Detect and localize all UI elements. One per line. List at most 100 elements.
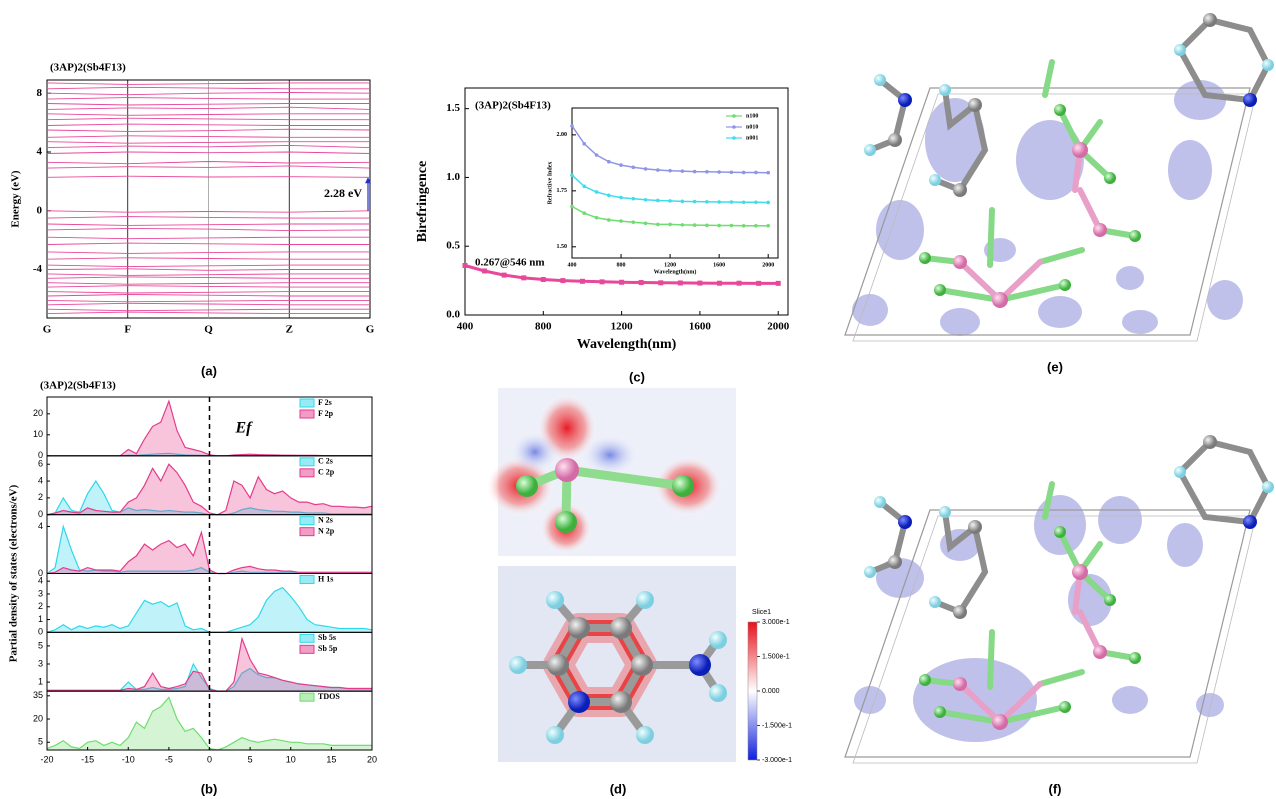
y-tick-label: 3 [38, 588, 43, 598]
isosurface-e [852, 80, 1243, 336]
legend-label: C 2p [318, 468, 335, 477]
x-tick-label: Z [286, 324, 293, 336]
y-axis-label: Energy (eV) [10, 170, 22, 227]
colorbar-tick-label: 0.000 [762, 688, 780, 695]
x-tick-label: -20 [40, 754, 53, 764]
x-tick-label: -5 [165, 754, 173, 764]
y-tick-label: 20 [33, 408, 43, 418]
legend-swatch [300, 469, 314, 477]
x-tick-label: 5 [248, 754, 253, 764]
legend-label: F 2p [318, 409, 334, 418]
y-tick-label: 1.50 [557, 244, 568, 250]
y-tick-label: 1.5 [446, 102, 460, 114]
x-tick-label: 800 [535, 321, 552, 333]
x-axis-label: Wavelength(nm) [577, 337, 677, 352]
x-tick-label: 0 [207, 754, 212, 764]
y-tick-label: 5 [38, 737, 43, 747]
panel-label: (a) [201, 363, 217, 378]
density-slice-bottom [498, 566, 736, 762]
panel-label: (f) [1049, 781, 1062, 796]
legend-label: N 2s [318, 515, 333, 524]
x-tick-label: 800 [617, 262, 626, 268]
colorbar-tick-label: -3.000e-1 [762, 757, 792, 764]
legend-label: Sb 5p [318, 644, 338, 653]
x-tick-label: 15 [326, 754, 336, 764]
legend-label: H 1s [318, 574, 333, 583]
x-tick-label: -10 [122, 754, 135, 764]
y-tick-label: 1 [38, 676, 43, 686]
y-tick-label: 2 [38, 601, 43, 611]
x-tick-label: G [43, 324, 52, 336]
legend-label: F 2s [318, 398, 332, 407]
x-axis-label: Wavelength(nm) [654, 268, 697, 275]
y-tick-label: 2 [38, 492, 43, 502]
y-tick-label: 4 [38, 576, 43, 586]
colorbar-title: Slice1 [752, 609, 771, 616]
x-tick-label: 20 [367, 754, 377, 764]
density-slice-top [486, 388, 736, 556]
y-tick-label: 5 [38, 640, 43, 650]
x-tick-label: 2000 [762, 262, 774, 268]
x-tick-label: 1600 [689, 321, 712, 333]
y-tick-label: 4 [38, 521, 43, 531]
legend-swatch [300, 458, 314, 466]
y-tick-label: 3 [38, 658, 43, 668]
y-axis-label: Birefringence [415, 161, 430, 242]
y-tick-label: 1.75 [557, 188, 568, 194]
fermi-annotation: Ef [235, 420, 254, 437]
gap-label: 2.28 eV [324, 186, 362, 200]
legend-swatch [300, 645, 314, 653]
x-tick-label: 1600 [713, 262, 725, 268]
y-tick-label: 20 [33, 713, 43, 723]
colorbar-tick-label: 1.500e-1 [762, 653, 790, 660]
y-tick-label: 0 [37, 204, 43, 216]
x-tick-label: 2000 [767, 321, 790, 333]
chart-title: (3AP)2(Sb4F13) [40, 380, 116, 392]
figure: (a) (b) (c) (d) (e) (f) Slice1 GFQZG-404… [0, 0, 1276, 799]
x-tick-label: G [366, 324, 375, 336]
y-tick-label: 4 [37, 146, 43, 158]
y-tick-label: 0.0 [446, 309, 460, 321]
legend-label: TDOS [318, 692, 340, 701]
y-tick-label: 0 [38, 627, 43, 637]
legend-label: C 2s [318, 457, 333, 466]
legend-swatch [300, 517, 314, 525]
legend-marker [732, 114, 736, 118]
legend-label: N 2p [318, 526, 335, 535]
y-axis-label: Refractive Index [547, 162, 553, 205]
x-tick-label: 10 [286, 754, 296, 764]
x-tick-label: 1200 [664, 262, 676, 268]
x-tick-label: F [124, 324, 131, 336]
y-axis-label: Partial density of states (electrons/eV) [8, 484, 20, 662]
y-tick-label: 0.5 [446, 240, 460, 252]
y-tick-label: 4 [38, 475, 43, 485]
colorbar [748, 622, 757, 760]
y-tick-label: 6 [38, 459, 43, 469]
legend-swatch [300, 410, 314, 418]
legend-label: Sb 5s [318, 633, 336, 642]
x-tick-label: Q [204, 324, 213, 336]
legend-marker [732, 136, 736, 140]
chart-title: (3AP)2(Sb4F13) [50, 62, 126, 74]
legend-label: n010 [746, 124, 758, 130]
legend-marker [732, 125, 736, 129]
y-tick-label: 35 [33, 690, 43, 700]
legend-label: n100 [746, 113, 758, 119]
x-tick-label: 1200 [611, 321, 634, 333]
y-tick-label: 8 [37, 87, 43, 99]
y-tick-label: 10 [33, 429, 43, 439]
y-tick-label: 0 [38, 509, 43, 519]
legend-swatch [300, 528, 314, 536]
legend-swatch [300, 634, 314, 642]
colorbar-tick-label: 3.000e-1 [762, 619, 790, 626]
y-tick-label: -4 [33, 263, 43, 275]
colorbar-tick-label: -1.500e-1 [762, 722, 792, 729]
x-tick-label: 400 [568, 262, 577, 268]
chart-title: (3AP)2(Sb4F13) [475, 100, 551, 112]
legend-swatch [300, 399, 314, 407]
panel-label: (c) [629, 369, 645, 384]
legend-swatch [300, 693, 314, 701]
legend-swatch [300, 576, 314, 584]
x-tick-label: 400 [457, 321, 474, 333]
isosurface-f [854, 495, 1224, 742]
